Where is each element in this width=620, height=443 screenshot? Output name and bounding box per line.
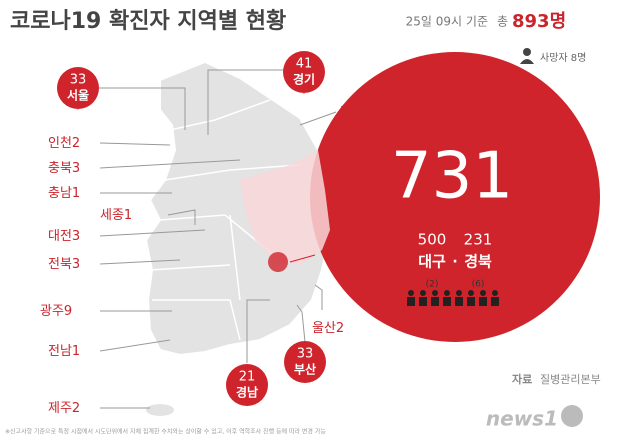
region-name: 충남 — [48, 186, 72, 201]
region-value: 21 — [239, 370, 256, 385]
area-deaths: (6) — [472, 280, 485, 290]
region-name: 대전 — [48, 229, 72, 244]
region-value: 2 — [72, 136, 80, 151]
region-label: 충북3 — [48, 161, 80, 176]
region-label: 울산2 — [312, 321, 344, 336]
title: 코로나19 확진자 지역별 현황 — [10, 9, 286, 34]
mourner-head — [480, 290, 486, 296]
region-name: 강원 — [340, 105, 364, 120]
mourner-body — [431, 297, 439, 306]
deaths: 사망자 8명 — [540, 52, 586, 64]
region-badge — [57, 67, 99, 109]
region-name: 전북 — [48, 257, 72, 272]
region-name: 부산 — [294, 362, 316, 377]
region-value: 33 — [70, 73, 87, 88]
region-badge — [226, 364, 268, 406]
region-name: 울산 — [312, 321, 336, 336]
mourner-head — [432, 290, 438, 296]
region-label: 광주9 — [40, 304, 72, 319]
mourner-body — [491, 297, 499, 306]
daegu-marker — [268, 252, 288, 272]
region-name: 제주 — [48, 401, 72, 416]
total: 893명 — [512, 11, 566, 32]
separator: · — [452, 254, 457, 270]
region-value: 9 — [64, 304, 72, 319]
logo: news1 — [486, 407, 558, 431]
region-label: 제주2 — [48, 401, 80, 416]
region-label: 세종1 — [100, 208, 132, 223]
region-value: 41 — [296, 57, 313, 72]
region-value: 1 — [124, 208, 132, 223]
mourner-body — [443, 297, 451, 306]
region-name: 인천 — [48, 136, 72, 151]
region-value: 3 — [72, 229, 80, 244]
region-label: 전북3 — [48, 257, 80, 272]
mourner-body — [467, 297, 475, 306]
basis: 25일 09시 기준 — [406, 15, 488, 29]
daegu-line — [289, 254, 316, 263]
total-label: 총 — [497, 15, 508, 29]
map — [144, 60, 332, 416]
region-badge — [284, 341, 326, 383]
note: ※신고사항 기준으로 특정 시점에서 시도단위에서 자체 집계한 수치와는 상이… — [5, 428, 326, 436]
mourner-body — [419, 297, 427, 306]
area-value: 500 — [418, 231, 447, 249]
region-name: 경남 — [236, 385, 258, 400]
region-value: 3 — [72, 257, 80, 272]
person-icon — [520, 48, 534, 64]
region-name: 서울 — [67, 88, 89, 103]
area-deaths: (2) — [426, 280, 439, 290]
region-name: 세종 — [100, 208, 124, 223]
region-label: 충남1 — [48, 186, 80, 201]
highlight-total: 731 — [391, 140, 513, 214]
region-value: 33 — [297, 347, 314, 362]
mourner-head — [492, 290, 498, 296]
region-value: 2 — [336, 321, 344, 336]
region-label: 대전3 — [48, 229, 80, 244]
mourner-head — [420, 290, 426, 296]
highlight-circle — [310, 52, 600, 342]
region-name: 충북 — [48, 161, 72, 176]
region-badge — [283, 51, 325, 93]
region-name: 경기 — [293, 72, 315, 87]
region-label: 강원7 — [340, 105, 372, 120]
area-name: 대구 — [418, 253, 446, 271]
region-value: 7 — [364, 105, 372, 120]
mourner-head — [468, 290, 474, 296]
region-value: 3 — [72, 161, 80, 176]
region-name: 전남 — [48, 344, 72, 359]
mourner-body — [407, 297, 415, 306]
region-value: 1 — [72, 186, 80, 201]
source-label: 자료 — [512, 372, 532, 386]
region-value: 1 — [72, 344, 80, 359]
logo-mark — [561, 405, 583, 427]
region-value: 2 — [72, 401, 80, 416]
mourner-head — [408, 290, 414, 296]
mourner-body — [479, 297, 487, 306]
area-name: 경북 — [464, 253, 492, 271]
area-value: 231 — [464, 231, 493, 249]
region-label: 인천2 — [48, 136, 80, 151]
mourner-body — [455, 297, 463, 306]
mourner-head — [444, 290, 450, 296]
region-label: 전남1 — [48, 344, 80, 359]
region-name: 광주 — [40, 304, 64, 319]
highlight-area — [240, 150, 330, 265]
source: 질병관리본부 — [540, 373, 601, 386]
mourner-head — [456, 290, 462, 296]
